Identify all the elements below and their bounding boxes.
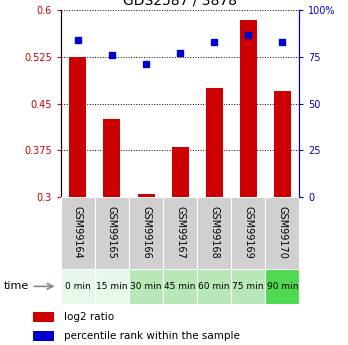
Text: 45 min: 45 min bbox=[164, 282, 196, 291]
Text: GSM99165: GSM99165 bbox=[107, 206, 117, 259]
Bar bbox=[95, 269, 129, 304]
Bar bbox=[231, 197, 265, 269]
Text: GSM99166: GSM99166 bbox=[141, 207, 151, 259]
Bar bbox=[61, 197, 95, 269]
Bar bbox=[240, 20, 257, 197]
Text: 60 min: 60 min bbox=[198, 282, 230, 291]
Bar bbox=[61, 269, 95, 304]
Bar bbox=[163, 197, 197, 269]
Bar bbox=[129, 197, 163, 269]
Bar bbox=[206, 88, 223, 197]
Bar bbox=[95, 197, 129, 269]
Text: log2 ratio: log2 ratio bbox=[64, 312, 114, 322]
Bar bbox=[197, 269, 231, 304]
Bar bbox=[197, 197, 231, 269]
Text: 30 min: 30 min bbox=[130, 282, 162, 291]
Bar bbox=[172, 147, 189, 197]
Bar bbox=[33, 312, 54, 322]
Text: 90 min: 90 min bbox=[267, 282, 298, 291]
Bar bbox=[103, 119, 120, 197]
Bar bbox=[265, 269, 299, 304]
Bar bbox=[274, 91, 291, 197]
Text: time: time bbox=[3, 282, 29, 291]
Bar bbox=[33, 331, 54, 341]
Text: 0 min: 0 min bbox=[65, 282, 91, 291]
Text: GSM99164: GSM99164 bbox=[73, 207, 83, 259]
Text: GSM99170: GSM99170 bbox=[277, 206, 287, 259]
Text: 15 min: 15 min bbox=[96, 282, 128, 291]
Bar bbox=[129, 269, 163, 304]
Text: GSM99168: GSM99168 bbox=[209, 207, 219, 259]
Bar bbox=[163, 269, 197, 304]
Bar bbox=[265, 197, 299, 269]
Text: 75 min: 75 min bbox=[232, 282, 264, 291]
Title: GDS2587 / 3878: GDS2587 / 3878 bbox=[123, 0, 237, 8]
Text: percentile rank within the sample: percentile rank within the sample bbox=[64, 331, 240, 341]
Bar bbox=[69, 57, 86, 197]
Text: GSM99169: GSM99169 bbox=[243, 207, 253, 259]
Bar bbox=[231, 269, 265, 304]
Bar bbox=[137, 194, 155, 197]
Text: GSM99167: GSM99167 bbox=[175, 206, 185, 259]
